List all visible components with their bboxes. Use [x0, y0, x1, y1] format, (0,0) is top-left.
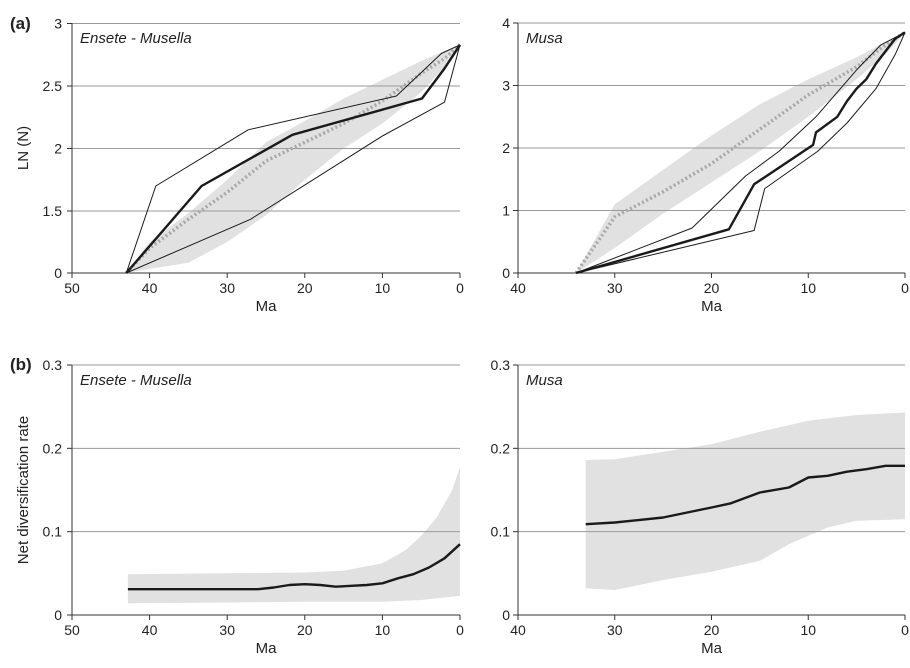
series-line-dotted: [574, 30, 906, 274]
y-tick-label: 1: [502, 203, 510, 219]
x-tick-label: 10: [800, 280, 816, 296]
panel-title: Musa: [526, 30, 563, 47]
chart-b-ensete: 0 0.1 0.2 0.3 50 40 30 20 10 0 Ma Net diversificati…: [15, 357, 464, 657]
series-line-thick: [127, 543, 461, 591]
y-axis-label: Net diversification rate: [15, 416, 32, 564]
x-tick-label: 30: [219, 622, 235, 638]
y-tick-label: 0.2: [43, 440, 63, 456]
y-tick-label: 3: [54, 16, 62, 32]
x-tick-label: 40: [510, 280, 526, 296]
series-line-thin: [575, 32, 906, 274]
series-line-thick: [125, 44, 462, 274]
chart-a-musa: 0 1 2 3 4 40 30 20 10 0 Ma Musa: [502, 15, 909, 315]
y-tick-label: 0.3: [43, 357, 63, 373]
x-tick-label: 30: [607, 622, 623, 638]
x-tick-label: 20: [704, 280, 720, 296]
x-tick-label: 20: [297, 280, 313, 296]
confidence-band: [126, 44, 461, 273]
panel-title: Ensete - Musella: [80, 30, 192, 47]
x-tick-label: 20: [297, 622, 313, 638]
y-axis-label: LN (N): [15, 126, 32, 170]
x-axis-label: Ma: [701, 640, 722, 657]
panel-label-b: (b): [10, 355, 32, 374]
y-tick-label: 2: [502, 140, 510, 156]
confidence-band: [576, 32, 905, 274]
x-tick-label: 20: [704, 622, 720, 638]
panel-label-a: (a): [10, 14, 31, 33]
confidence-band: [585, 412, 905, 590]
x-tick-label: 0: [901, 280, 909, 296]
panel-title: Musa: [526, 372, 563, 389]
x-tick-label: 0: [456, 280, 464, 296]
x-tick-label: 50: [64, 622, 80, 638]
chart-b-musa: 0 0.1 0.2 0.3 40 30 20 10 0 Ma Musa: [491, 357, 910, 657]
x-tick-label: 40: [142, 622, 158, 638]
x-tick-label: 40: [142, 280, 158, 296]
y-tick-label: 0.3: [491, 357, 511, 373]
x-tick-label: 40: [510, 622, 526, 638]
series-line-thick: [575, 31, 906, 275]
y-tick-label: 2: [54, 141, 62, 157]
confidence-band: [127, 466, 461, 604]
y-tick-label: 0.1: [491, 524, 511, 540]
y-tick-label: 0.2: [491, 440, 511, 456]
y-tick-label: 2.5: [43, 78, 63, 94]
x-tick-label: 10: [375, 622, 391, 638]
y-tick-label: 0: [502, 265, 510, 281]
x-tick-label: 10: [375, 280, 391, 296]
x-axis-label: Ma: [256, 640, 277, 657]
x-tick-label: 0: [456, 622, 464, 638]
y-tick-label: 0: [54, 265, 62, 281]
y-tick-label: 4: [502, 15, 510, 31]
panel-title: Ensete - Musella: [80, 372, 192, 389]
x-axis-label: Ma: [256, 298, 277, 315]
x-tick-label: 50: [64, 280, 80, 296]
x-tick-label: 30: [607, 280, 623, 296]
y-tick-label: 1.5: [43, 203, 63, 219]
y-tick-label: 0: [502, 607, 510, 623]
series-line-thin: [575, 31, 906, 274]
series-line-thick: [585, 464, 905, 526]
y-tick-label: 0.1: [43, 524, 63, 540]
series-line-thin: [125, 44, 461, 274]
x-tick-label: 30: [219, 280, 235, 296]
y-tick-label: 3: [502, 78, 510, 94]
y-tick-label: 0: [54, 607, 62, 623]
x-tick-label: 10: [800, 622, 816, 638]
x-tick-label: 0: [901, 622, 909, 638]
series-line-thin: [126, 44, 461, 274]
x-axis-label: Ma: [701, 298, 722, 315]
chart-a-ensete: 0 1.5 2 2.5 3 50 40 30 20 10 0 Ma LN (N) Ensete - Mus…: [15, 16, 464, 316]
